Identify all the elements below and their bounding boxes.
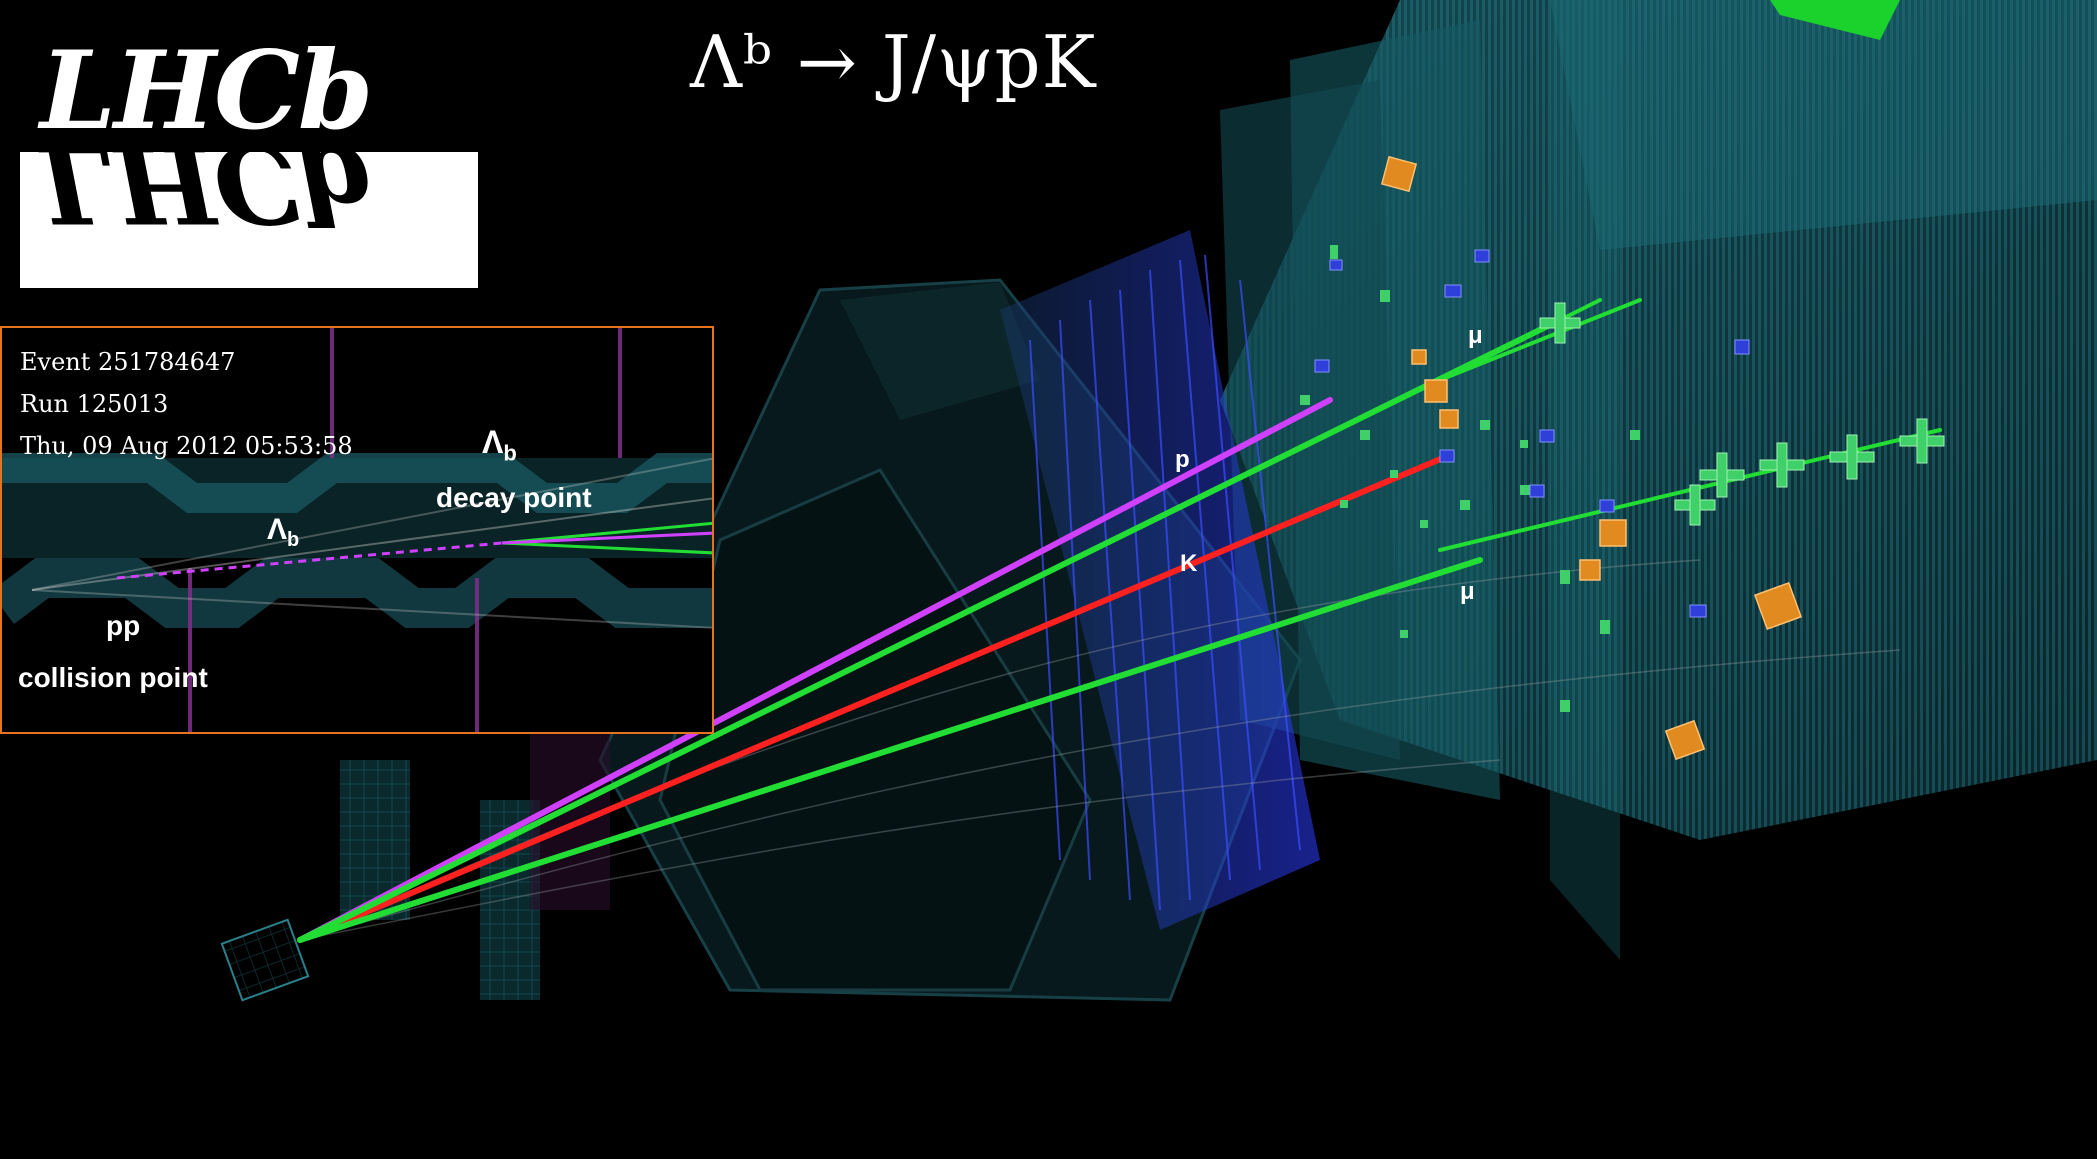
muon-track-lower: [297, 557, 1483, 943]
top-muon-chamber: [1770, 0, 1900, 40]
decay-point-label: decay point: [436, 482, 592, 513]
run-number: Run 125013: [20, 390, 169, 418]
collision-point-label: collision point: [18, 662, 208, 693]
vertex-inset: Event 251784647 Run 125013 Thu, 09 Aug 2…: [0, 326, 714, 734]
event-number: Event 251784647: [20, 348, 236, 376]
kaon-label: K: [1180, 550, 1198, 577]
velo: [220, 730, 610, 1002]
logo-reflection: LHCb: [40, 120, 372, 246]
proton-label: p: [1175, 446, 1190, 473]
logo-text: LHCb: [40, 28, 373, 154]
muon-stations: [1220, 0, 2097, 960]
kaon-track: [297, 452, 1453, 943]
lambda-b-decay-label: Λb: [482, 424, 517, 466]
pp-label: pp: [106, 610, 141, 641]
scattered-hits: [1300, 245, 1750, 712]
page-title: Λᵇ → J/ψpK: [690, 20, 1097, 104]
event-date: Thu, 09 Aug 2012 05:53:58: [20, 432, 353, 460]
muon-label-bottom: μ: [1460, 578, 1475, 605]
muon-track-upper: [297, 317, 1563, 943]
logo-panel: [20, 152, 478, 288]
proton-track: [297, 397, 1333, 943]
muon-hits: [1539, 302, 1945, 526]
lambda-b-track-label: Λb: [267, 513, 300, 551]
calorimeter-hits: [1380, 155, 1803, 761]
muon-label-top: μ: [1468, 322, 1483, 349]
inset-graphic: [2, 328, 712, 732]
